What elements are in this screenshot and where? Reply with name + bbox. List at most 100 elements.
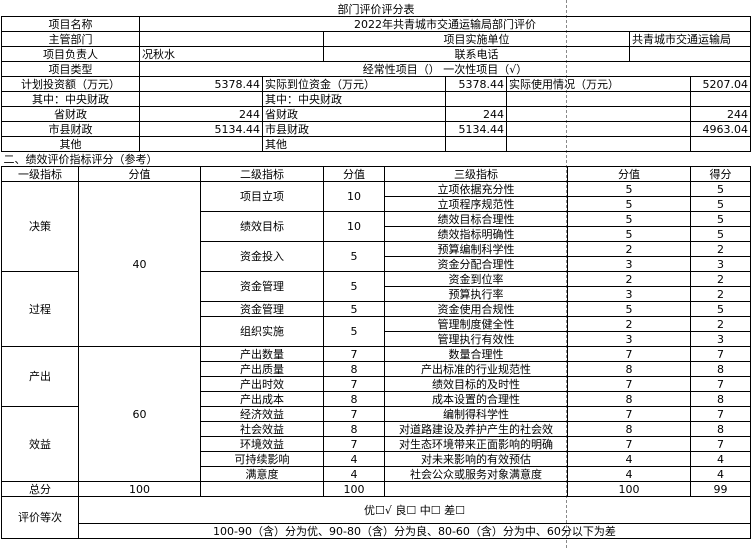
l3-indicator: 社会公众或服务对象满意度 — [384, 466, 568, 482]
l3-score: 7 — [567, 436, 691, 452]
l2-score: 5 — [323, 241, 385, 272]
actual-label: 其中：中央财政 — [262, 91, 446, 107]
section-title: 二、绩效评价指标评分（参考） — [1, 151, 751, 167]
funds-label: 计划投资额（万元） — [1, 76, 140, 92]
l2-indicator: 产出时效 — [200, 376, 324, 392]
impl-unit-label: 项目实施单位 — [323, 31, 630, 47]
l3-indicator: 数量合理性 — [384, 346, 568, 362]
l3-indicator: 编制得科学性 — [384, 406, 568, 422]
total-empty — [200, 481, 324, 497]
impl-unit-value[interactable]: 共青城市交通运输局 — [629, 31, 751, 47]
table-row: 产出 60 产出数量 7 数量合理性 7 7 — [1, 346, 751, 482]
l2-indicator: 环境效益 — [200, 436, 324, 452]
used-amount: 5207.04 — [690, 76, 751, 92]
table-row: 过程 资金管理 5 资金到位率 2 2 — [1, 271, 751, 347]
header-l2: 二级指标 — [200, 166, 324, 182]
phone-label: 联系电话 — [323, 46, 630, 62]
l2-indicator: 产出数量 — [200, 346, 324, 362]
l2-indicator: 经济效益 — [200, 406, 324, 422]
actual-score: 5 — [690, 181, 751, 197]
l2-indicator: 组织实施 — [200, 316, 324, 347]
l3-indicator: 立项程序规范性 — [384, 196, 568, 212]
actual-score: 8 — [690, 391, 751, 407]
dept-label: 主管部门 — [1, 31, 140, 47]
l1-process: 过程 — [1, 271, 79, 347]
l2-indicator: 可持续影响 — [200, 451, 324, 467]
l3-indicator: 资金到位率 — [384, 271, 568, 287]
l3-score: 3 — [567, 286, 691, 302]
actual-score: 3 — [690, 256, 751, 272]
used-amount — [690, 91, 751, 107]
actual-score: 8 — [690, 421, 751, 437]
l3-score: 3 — [567, 256, 691, 272]
l2-score: 10 — [323, 181, 385, 212]
header-row: 一级指标 分值 二级指标 分值 三级指标 分值 得分 — [1, 166, 751, 182]
l3-score: 8 — [567, 391, 691, 407]
actual-score: 4 — [690, 451, 751, 467]
phone-value[interactable] — [629, 46, 751, 62]
l3-score: 4 — [567, 451, 691, 467]
funds-label: 省财政 — [1, 106, 140, 122]
used-label — [506, 106, 691, 122]
table-row: 组织实施 5 管理制度健全性 2 2 — [2, 316, 751, 347]
l3-score: 3 — [567, 331, 691, 347]
project-name-label: 项目名称 — [1, 16, 140, 32]
dept-value[interactable] — [139, 31, 324, 47]
grade-rule: 100-90（含）分为优、90-80（含）分为良、80-60（含）分为中、60分… — [78, 523, 751, 539]
leader-value[interactable]: 况秋水 — [139, 46, 324, 62]
plan-amount: 5378.44 — [139, 76, 263, 92]
header-s3: 分值 — [567, 166, 691, 182]
l3-score: 7 — [567, 346, 691, 362]
evaluation-table: 部门评价评分表 项目名称 2022年共青城市交通运输局部门评价 主管部门 项目实施单… — [1, 2, 751, 539]
used-label — [506, 91, 691, 107]
l3-indicator: 资金使用合规性 — [384, 301, 568, 317]
header-s2: 分值 — [323, 166, 385, 182]
total-s2: 100 — [323, 481, 385, 497]
l3-score: 4 — [567, 466, 691, 482]
table-row: 满意度 4 社会公众或服务对象满意度 4 4 — [2, 466, 751, 482]
actual-score: 3 — [690, 331, 751, 347]
l3-score: 8 — [567, 361, 691, 377]
funds-row: 省财政 244 省财政 244 244 — [1, 106, 751, 122]
l2-score: 5 — [323, 271, 385, 302]
grade-options[interactable]: 优☐√ 良☐ 中☐ 差☐ — [78, 496, 751, 524]
total-score: 99 — [690, 481, 751, 497]
total-empty-2 — [384, 481, 568, 497]
l2-score: 5 — [323, 301, 385, 317]
l3-score: 5 — [567, 301, 691, 317]
actual-amount — [445, 91, 507, 107]
table-title: 部门评价评分表 — [1, 2, 751, 17]
used-label — [506, 121, 691, 137]
plan-amount — [139, 136, 263, 152]
grade-label: 评价等次 — [1, 496, 79, 539]
funds-label: 其中：中央财政 — [1, 91, 140, 107]
l2-score: 4 — [323, 466, 385, 482]
l3-indicator: 产出标准的行业规范性 — [384, 361, 568, 377]
plan-amount — [139, 91, 263, 107]
table-row: 产出质量 8 产出标准的行业规范性 8 8 — [2, 361, 751, 377]
actual-amount: 244 — [445, 106, 507, 122]
actual-score: 8 — [690, 361, 751, 377]
actual-score: 7 — [690, 346, 751, 362]
l3-indicator: 成本设置的合理性 — [384, 391, 568, 407]
l2-score: 7 — [323, 376, 385, 392]
table-row: 立项程序规范性 5 5 — [2, 196, 751, 212]
actual-label: 实际到位资金（万元） — [262, 76, 446, 92]
used-label: 实际使用情况（万元） — [506, 76, 691, 92]
l3-score: 5 — [567, 181, 691, 197]
header-l3: 三级指标 — [384, 166, 568, 182]
type-value[interactable]: 经常性项目（） 一次性项目（√） — [139, 61, 751, 77]
project-name[interactable]: 2022年共青城市交通运输局部门评价 — [139, 16, 751, 32]
l3-indicator: 对道路建设及养护产生的社会效 — [384, 421, 568, 437]
l3-indicator: 绩效指标明确性 — [384, 226, 568, 242]
plan-amount: 5134.44 — [139, 121, 263, 137]
l3-indicator: 预算执行率 — [384, 286, 568, 302]
actual-score: 7 — [690, 406, 751, 422]
actual-score: 2 — [690, 286, 751, 302]
actual-score: 4 — [690, 466, 751, 482]
l3-score: 7 — [567, 406, 691, 422]
actual-score: 5 — [690, 226, 751, 242]
l1-decision: 决策 — [1, 181, 79, 272]
l3-indicator: 对生态环境带来正面影响的明确 — [384, 436, 568, 452]
header-s1: 分值 — [78, 166, 201, 182]
